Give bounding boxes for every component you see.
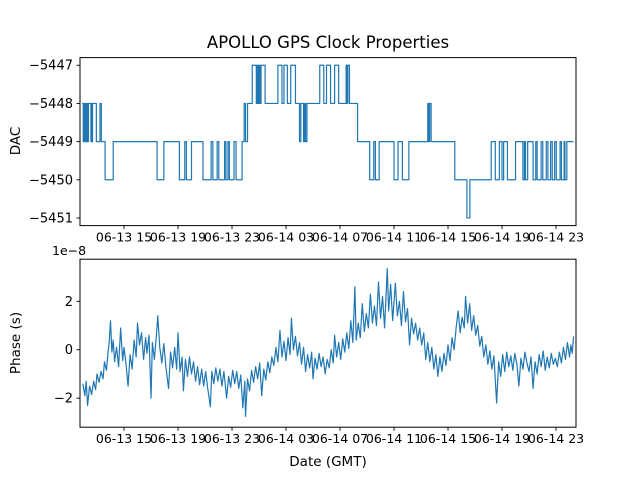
x-tick-label-bottom: 06-14 19	[474, 431, 530, 446]
x-tick-label-top: 06-14 15	[420, 230, 476, 245]
y-tick-label-top: −5447	[29, 59, 73, 74]
y-tick-label-top: −5448	[29, 97, 73, 112]
x-tick-label-top: 06-14 07	[312, 230, 368, 245]
x-tick-label-bottom: 06-14 03	[258, 431, 314, 446]
date-axis-label: Date (GMT)	[289, 454, 367, 470]
x-tick-label-top: 06-13 15	[96, 230, 152, 245]
y-tick-label-top: −5450	[29, 173, 73, 188]
y-tick-label-top: −5449	[29, 135, 73, 150]
x-tick-label-bottom: 06-13 15	[96, 431, 152, 446]
x-tick-label-bottom: 06-14 15	[420, 431, 476, 446]
x-tick-label-bottom: 06-13 19	[150, 431, 206, 446]
x-tick-label-bottom: 06-14 23	[528, 431, 584, 446]
y-tick-label-top: −5451	[29, 211, 73, 226]
x-tick-label-top: 06-14 11	[366, 230, 422, 245]
series-line-dac	[82, 64, 574, 219]
axes-frame-bottom	[79, 258, 577, 428]
x-tick-label-top: 06-14 19	[474, 230, 530, 245]
x-tick-label-bottom: 06-14 11	[366, 431, 422, 446]
chart-title: APOLLO GPS Clock Properties	[206, 33, 450, 52]
y-tick-label-bottom: 2	[65, 295, 73, 310]
offset-text-1e-8: 1e−8	[52, 243, 87, 258]
x-tick-label-bottom: 06-14 07	[312, 431, 368, 446]
x-tick-label-top: 06-13 23	[204, 230, 260, 245]
x-tick-label-bottom: 06-13 23	[204, 431, 260, 446]
phase-axis-label: Phase (s)	[8, 311, 24, 375]
x-tick-label-top: 06-14 23	[528, 230, 584, 245]
x-tick-label-top: 06-14 03	[258, 230, 314, 245]
series-line-phase	[82, 268, 575, 417]
dac-axis-label: DAC	[8, 126, 24, 156]
x-tick-label-top: 06-13 19	[150, 230, 206, 245]
y-tick-label-bottom: −2	[54, 392, 73, 407]
y-tick-label-bottom: 0	[65, 343, 73, 358]
